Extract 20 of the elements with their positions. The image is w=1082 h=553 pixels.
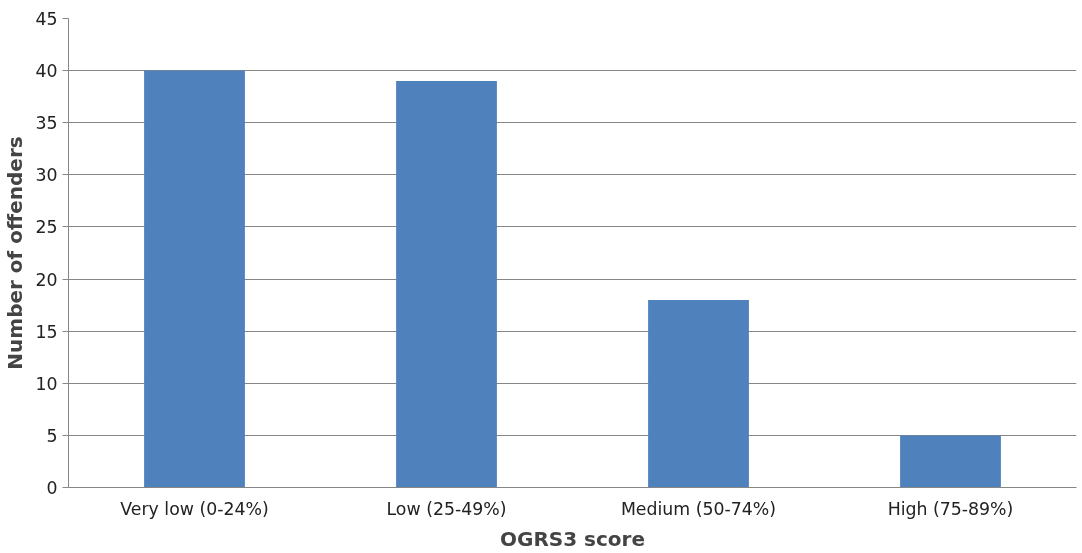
x-tick-label: High (75-89%) [887,498,1014,519]
y-axis-title: Number of offenders [3,136,28,370]
y-tick-label: 40 [35,61,58,82]
y-tick-label: 10 [35,373,58,394]
y-tick-label: 15 [35,321,58,342]
y-tick-label: 20 [35,269,58,290]
y-tick-label: 0 [46,478,58,498]
bar [144,70,245,488]
bar [900,435,1001,488]
x-tick-label: Very low (0-24%) [120,498,269,519]
y-tick-label: 35 [35,113,58,134]
x-axis-title: OGRS3 score [499,526,646,551]
x-tick-label: Medium (50-74%) [620,498,777,519]
bar [648,299,749,488]
y-tick-label: 5 [46,425,58,446]
y-tick-label: 45 [35,9,58,29]
y-tick-label: 30 [35,165,58,186]
bar [396,81,497,488]
x-tick-label: Low (25-49%) [386,498,507,519]
y-tick-label: 25 [35,217,58,238]
